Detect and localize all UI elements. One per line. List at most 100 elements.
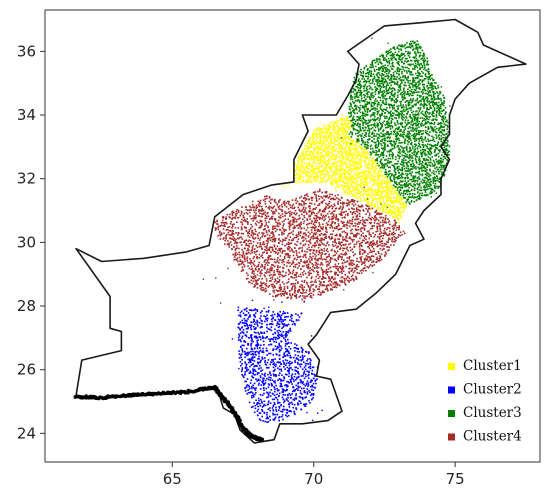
cluster-point [322,156,324,159]
cluster-point [420,123,422,126]
cluster-point [372,180,375,183]
cluster-point [404,119,407,121]
cluster-point [288,369,290,371]
cluster-point [401,115,404,118]
cluster-point [373,184,375,186]
cluster-point [423,107,425,109]
cluster-point [312,132,314,135]
cluster-point [303,166,306,168]
cluster-point [269,379,272,381]
cluster-point [259,376,262,379]
cluster-point [275,336,278,339]
cluster-point [353,181,356,184]
cluster-point [350,115,352,118]
cluster-point [391,187,393,190]
cluster-point [371,199,373,202]
cluster-point [309,365,312,368]
cluster-point [367,119,370,122]
cluster-point [359,126,362,128]
cluster-point [262,340,265,343]
cluster-point [366,152,368,155]
cluster-point [376,105,379,108]
cluster-point [319,136,322,139]
cluster-point [307,363,310,365]
cluster-point [394,124,397,126]
cluster-point [429,150,432,153]
cluster-point [396,105,398,108]
cluster-point [386,197,389,199]
cluster-point [369,63,372,66]
cluster-point [386,140,389,143]
cluster-point [337,173,339,176]
cluster-point [309,367,312,369]
cluster-point [395,172,397,174]
cluster-point [408,132,411,135]
cluster-point [261,406,264,408]
cluster-point [378,84,381,87]
cluster-point [348,155,351,158]
cluster-point [415,125,417,127]
cluster-point [392,114,394,117]
cluster-point [381,112,383,115]
cluster-point [325,131,327,134]
cluster-point [338,175,340,178]
cluster-point [306,411,308,414]
cluster-point [244,350,246,353]
cluster-point [364,79,367,82]
cluster-point [375,89,378,92]
cluster-point [355,174,358,177]
cluster-point [386,188,389,190]
cluster-point [294,343,296,345]
cluster-point [273,375,275,377]
cluster-point [261,394,264,396]
cluster-point [397,112,400,114]
cluster-point [422,113,424,115]
cluster-point [358,151,360,153]
cluster-point [282,360,284,362]
cluster-point [311,386,314,388]
cluster-point [390,161,393,163]
cluster-point [253,411,256,414]
cluster-point [246,320,248,322]
cluster-point [398,174,401,177]
cluster-point [390,179,393,182]
cluster-point [415,154,417,157]
cluster-point [405,185,408,188]
cluster-point [415,130,418,133]
cluster-point [349,160,351,162]
cluster-point [386,82,389,84]
cluster-point [359,129,362,132]
cluster-point [264,382,267,384]
cluster-point [319,131,321,134]
cluster-point [423,114,425,116]
cluster-point [322,131,325,134]
cluster-point [281,318,283,321]
cluster-point [252,363,254,365]
cluster-point [239,332,242,335]
cluster-point [352,110,354,112]
cluster-point [310,173,312,176]
cluster-point [386,180,388,183]
cluster-point [377,182,380,184]
cluster-point [373,122,376,125]
cluster-point [425,184,427,186]
cluster-point [386,117,388,119]
cluster-point [393,53,395,56]
cluster-point [282,326,284,328]
cluster-point [259,347,261,349]
cluster-point [387,124,389,127]
cluster-point [416,49,419,51]
cluster-point [346,172,349,174]
cluster-point [264,315,267,318]
cluster-point [317,152,320,155]
cluster-point [367,73,370,76]
cluster-point [347,152,350,154]
cluster-point [400,206,403,208]
cluster-point [330,137,332,139]
cluster-point [267,386,270,389]
cluster-point [402,164,405,167]
cluster-point [418,94,421,97]
cluster-point [263,377,265,380]
cluster-point [239,314,242,317]
cluster-point [377,101,380,104]
